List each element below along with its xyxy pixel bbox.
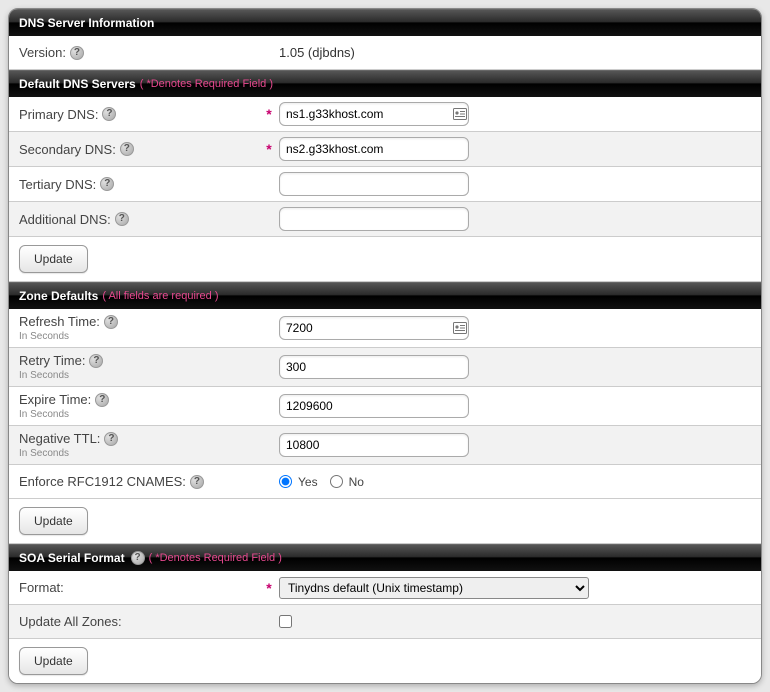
row-enforce-cname: Enforce RFC1912 CNAMES: ? Yes No bbox=[9, 465, 761, 499]
section-header-server-info: DNS Server Information bbox=[9, 9, 761, 36]
negative-ttl-label: Negative TTL: bbox=[19, 431, 100, 446]
section-header-default-dns: Default DNS Servers ( *Denotes Required … bbox=[9, 70, 761, 97]
update-button[interactable]: Update bbox=[19, 507, 88, 535]
secondary-dns-label: Secondary DNS: bbox=[19, 142, 116, 157]
section-title: DNS Server Information bbox=[19, 16, 154, 30]
negative-ttl-input[interactable] bbox=[279, 433, 469, 457]
help-icon[interactable]: ? bbox=[89, 354, 103, 368]
row-secondary-dns: Secondary DNS: ? * bbox=[9, 132, 761, 167]
help-icon[interactable]: ? bbox=[190, 475, 204, 489]
enforce-yes-label: Yes bbox=[298, 475, 318, 489]
update-all-zones-label: Update All Zones: bbox=[19, 614, 122, 629]
enforce-no-label: No bbox=[349, 475, 364, 489]
primary-dns-label: Primary DNS: bbox=[19, 107, 98, 122]
enforce-yes-radio[interactable] bbox=[279, 475, 292, 488]
expire-time-label: Expire Time: bbox=[19, 392, 91, 407]
additional-dns-label: Additional DNS: bbox=[19, 212, 111, 227]
help-icon[interactable]: ? bbox=[102, 107, 116, 121]
row-retry-time: Retry Time: ? In Seconds bbox=[9, 348, 761, 387]
version-value: 1.05 (djbdns) bbox=[279, 45, 355, 60]
row-additional-dns: Additional DNS: ? bbox=[9, 202, 761, 237]
primary-dns-input[interactable] bbox=[279, 102, 469, 126]
required-marker: * bbox=[259, 106, 279, 122]
version-label: Version: bbox=[19, 45, 66, 60]
row-update-dns: Update bbox=[9, 237, 761, 282]
row-expire-time: Expire Time: ? In Seconds bbox=[9, 387, 761, 426]
help-icon[interactable]: ? bbox=[131, 551, 145, 565]
row-refresh-time: Refresh Time: ? In Seconds bbox=[9, 309, 761, 348]
help-icon[interactable]: ? bbox=[115, 212, 129, 226]
hint-seconds: In Seconds bbox=[19, 331, 259, 342]
row-primary-dns: Primary DNS: ? * bbox=[9, 97, 761, 132]
section-title: Zone Defaults bbox=[19, 289, 98, 303]
soa-format-label: Format: bbox=[19, 580, 64, 595]
help-icon[interactable]: ? bbox=[104, 315, 118, 329]
row-update-zone: Update bbox=[9, 499, 761, 544]
section-header-zone-defaults: Zone Defaults ( All fields are required … bbox=[9, 282, 761, 309]
row-tertiary-dns: Tertiary DNS: ? bbox=[9, 167, 761, 202]
help-icon[interactable]: ? bbox=[95, 393, 109, 407]
row-update-soa: Update bbox=[9, 639, 761, 683]
hint-seconds: In Seconds bbox=[19, 370, 259, 381]
expire-time-input[interactable] bbox=[279, 394, 469, 418]
soa-format-select[interactable]: Tinydns default (Unix timestamp) bbox=[279, 577, 589, 599]
hint-seconds: In Seconds bbox=[19, 409, 259, 420]
section-subtitle: ( *Denotes Required Field ) bbox=[140, 78, 273, 90]
row-soa-format: Format: * Tinydns default (Unix timestam… bbox=[9, 571, 761, 605]
section-subtitle: ( All fields are required ) bbox=[102, 290, 218, 302]
row-update-all-zones: Update All Zones: bbox=[9, 605, 761, 639]
required-marker: * bbox=[259, 141, 279, 157]
hint-seconds: In Seconds bbox=[19, 448, 259, 459]
additional-dns-input[interactable] bbox=[279, 207, 469, 231]
secondary-dns-input[interactable] bbox=[279, 137, 469, 161]
update-all-zones-checkbox[interactable] bbox=[279, 615, 292, 628]
update-button[interactable]: Update bbox=[19, 245, 88, 273]
tertiary-dns-label: Tertiary DNS: bbox=[19, 177, 96, 192]
enforce-cname-label: Enforce RFC1912 CNAMES: bbox=[19, 474, 186, 489]
tertiary-dns-input[interactable] bbox=[279, 172, 469, 196]
update-button[interactable]: Update bbox=[19, 647, 88, 675]
section-subtitle: ( *Denotes Required Field ) bbox=[149, 552, 282, 564]
section-title: SOA Serial Format bbox=[19, 551, 125, 565]
help-icon[interactable]: ? bbox=[104, 432, 118, 446]
refresh-time-label: Refresh Time: bbox=[19, 314, 100, 329]
section-header-soa: SOA Serial Format ? ( *Denotes Required … bbox=[9, 544, 761, 571]
row-version: Version: ? 1.05 (djbdns) bbox=[9, 36, 761, 70]
help-icon[interactable]: ? bbox=[100, 177, 114, 191]
required-marker: * bbox=[259, 580, 279, 596]
help-icon[interactable]: ? bbox=[70, 46, 84, 60]
row-negative-ttl: Negative TTL: ? In Seconds bbox=[9, 426, 761, 465]
enforce-cname-radio-group: Yes No bbox=[279, 475, 364, 489]
enforce-no-radio[interactable] bbox=[330, 475, 343, 488]
retry-time-label: Retry Time: bbox=[19, 353, 85, 368]
retry-time-input[interactable] bbox=[279, 355, 469, 379]
refresh-time-input[interactable] bbox=[279, 316, 469, 340]
dns-admin-panel: DNS Server Information Version: ? 1.05 (… bbox=[8, 8, 762, 684]
help-icon[interactable]: ? bbox=[120, 142, 134, 156]
section-title: Default DNS Servers bbox=[19, 77, 136, 91]
